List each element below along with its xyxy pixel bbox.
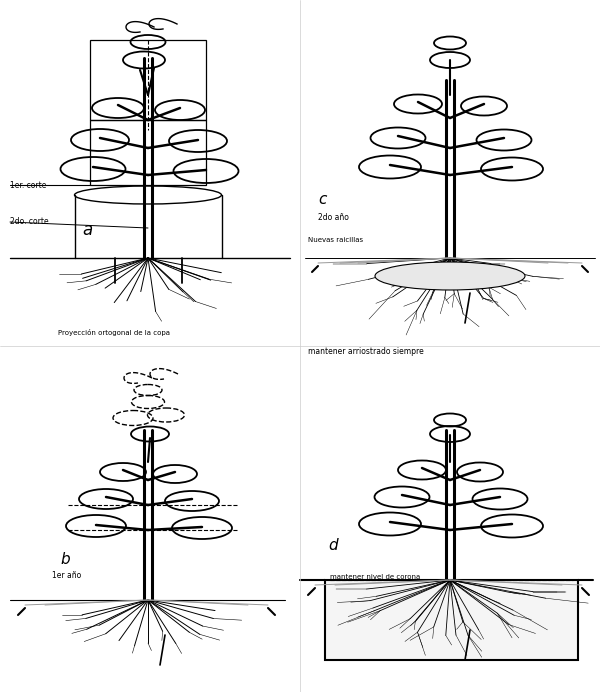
Text: 2do año: 2do año: [318, 214, 349, 223]
Text: mantener nivel de corona: mantener nivel de corona: [330, 574, 420, 580]
Text: mantener arriostrado siempre: mantener arriostrado siempre: [308, 347, 424, 356]
Text: b: b: [60, 552, 70, 567]
Ellipse shape: [375, 262, 525, 290]
Bar: [90, 120, 206, 185]
Text: 2do. corte: 2do. corte: [10, 217, 49, 226]
Text: d: d: [328, 538, 338, 552]
Text: 1er año: 1er año: [52, 572, 81, 581]
Text: Nuevas raicillas: Nuevas raicillas: [308, 237, 363, 243]
Text: c: c: [318, 192, 326, 208]
Text: 1er. corte: 1er. corte: [10, 181, 46, 190]
Bar: [325, 580, 578, 660]
Text: Proyección ortogonal de la copa: Proyección ortogonal de la copa: [58, 329, 170, 336]
Text: a: a: [82, 221, 92, 239]
Bar: [90, 40, 206, 120]
